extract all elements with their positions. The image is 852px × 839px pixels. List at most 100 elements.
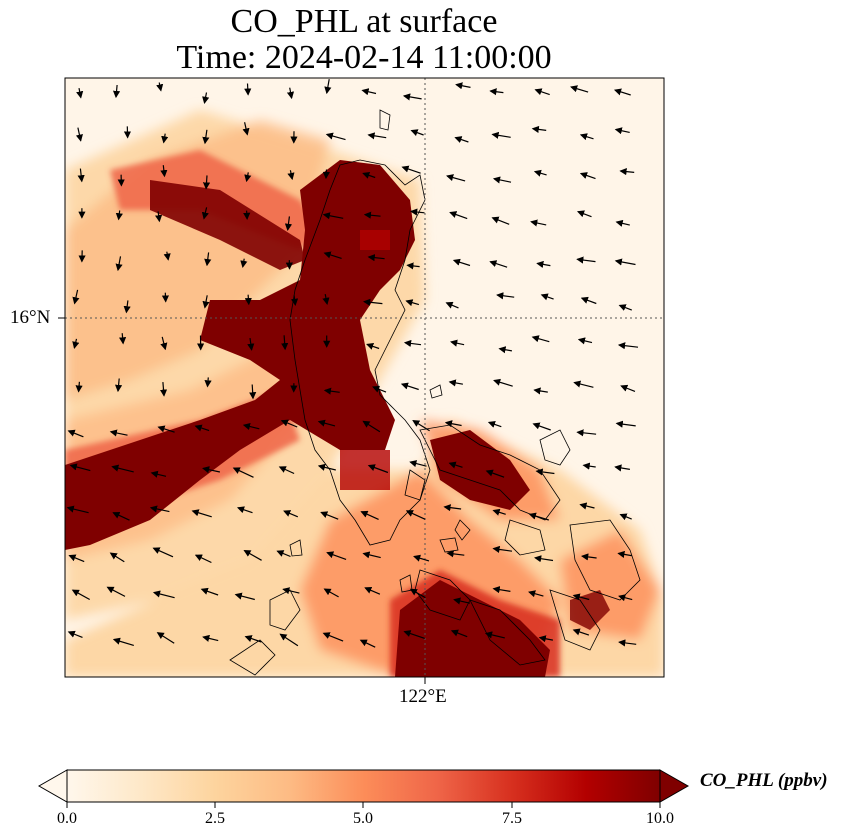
wind-arrow [540,293,554,301]
wind-arrow [317,419,336,427]
wind-arrow [619,168,635,176]
wind-arrow [244,83,252,96]
wind-arrow [401,165,421,174]
wind-arrow [572,628,590,636]
wind-arrow [68,554,85,563]
wind-arrow [405,510,426,520]
wind-arrow [444,420,462,428]
wind-arrow [410,129,424,137]
wind-arrow [528,512,549,521]
wind-arrow [118,333,127,345]
wind-arrow [448,461,463,469]
map-frame [64,77,665,678]
wind-arrow [161,133,169,144]
wind-arrow [112,637,134,646]
lon-tick-label: 122°E [399,686,447,707]
wind-arrow [322,632,344,642]
wind-arrow [582,462,596,470]
wind-arrow [453,597,471,605]
wind-arrow [362,420,381,433]
wind-arrow [620,384,636,392]
wind-arrow [493,378,513,387]
wind-arrow [403,339,422,348]
wind-arrow [534,88,550,96]
wind-arrow [489,88,504,96]
wind-arrow [200,587,219,596]
concentration-field [65,78,664,677]
wind-arrow [363,298,383,306]
wind-arrow [413,554,430,562]
wind-arrow [491,131,511,139]
wind-arrow [402,93,422,101]
wind-arrow [534,555,554,563]
wind-arrow [202,295,210,309]
wind-arrow [410,208,425,216]
wind-arrow [67,429,84,438]
wind-arrow [579,502,595,510]
wind-arrow [191,509,212,518]
wind-arrow [614,258,636,266]
wind-arrow [279,633,299,647]
wind-arrow [614,464,630,472]
colorbar-tick-1: 2.5 [205,810,225,827]
wind-arrow [498,346,513,354]
wind-arrow [572,593,590,601]
wind-arrow [618,304,633,311]
colorbar-tick-0: 0.0 [57,810,77,827]
wind-arrow [491,216,510,225]
wind-arrow [106,586,126,597]
wind-arrow [400,382,419,391]
wind-arrow [406,262,420,270]
wind-arrow [249,384,257,400]
wind-arrow [232,467,254,478]
wind-arrow [194,424,210,432]
wind-arrow [247,338,255,351]
wind-arrow [535,468,555,476]
wind-arrow [573,380,594,388]
wind-arrow [619,513,632,521]
wind-arrow [487,420,502,428]
wind-arrow [484,631,505,639]
wind-arrow [234,592,255,601]
wind-arrow [204,252,212,267]
wind-arrow [156,82,164,92]
wind-arrow [76,87,84,99]
wind-arrow [109,552,125,563]
wind-arrow [284,216,293,231]
wind-arrow [403,630,425,639]
wind-arrow [454,136,469,143]
wind-arrow [115,256,123,272]
wind-arrow [360,510,379,520]
wind-arrow [579,133,594,141]
wind-arrow [112,511,130,521]
wind-arrow [367,464,389,474]
wind-arrow [155,211,163,223]
wind-arrow [528,590,544,598]
wind-arrow [618,594,633,602]
wind-arrow [443,504,462,512]
wind-arrow [243,550,262,561]
wind-arrow [364,586,381,595]
wind-arrow [201,207,209,220]
wind-arrow [576,210,592,218]
wind-arrow [538,635,554,643]
wind-arrow [75,127,83,142]
colorbar [37,769,690,808]
wind-arrow [492,508,506,516]
colorbar-label: CO_PHL (ppbv) [700,770,828,791]
map-title-line1: CO_PHL at surface [230,3,498,40]
wind-arrow [531,335,550,343]
colorbar-tick-2: 5.0 [353,810,373,827]
wind-arrow [323,251,342,259]
wind-arrow [287,170,295,181]
wind-arrow [202,92,210,104]
wind-arrow [412,419,430,432]
wind-arrow [149,505,170,513]
wind-arrow [242,122,250,136]
lat-tick-label: 16°N [10,307,51,328]
wind-arrow [278,466,295,475]
wind-arrow [492,176,512,184]
wind-arrow [202,175,211,190]
wind-arrow [363,211,381,219]
